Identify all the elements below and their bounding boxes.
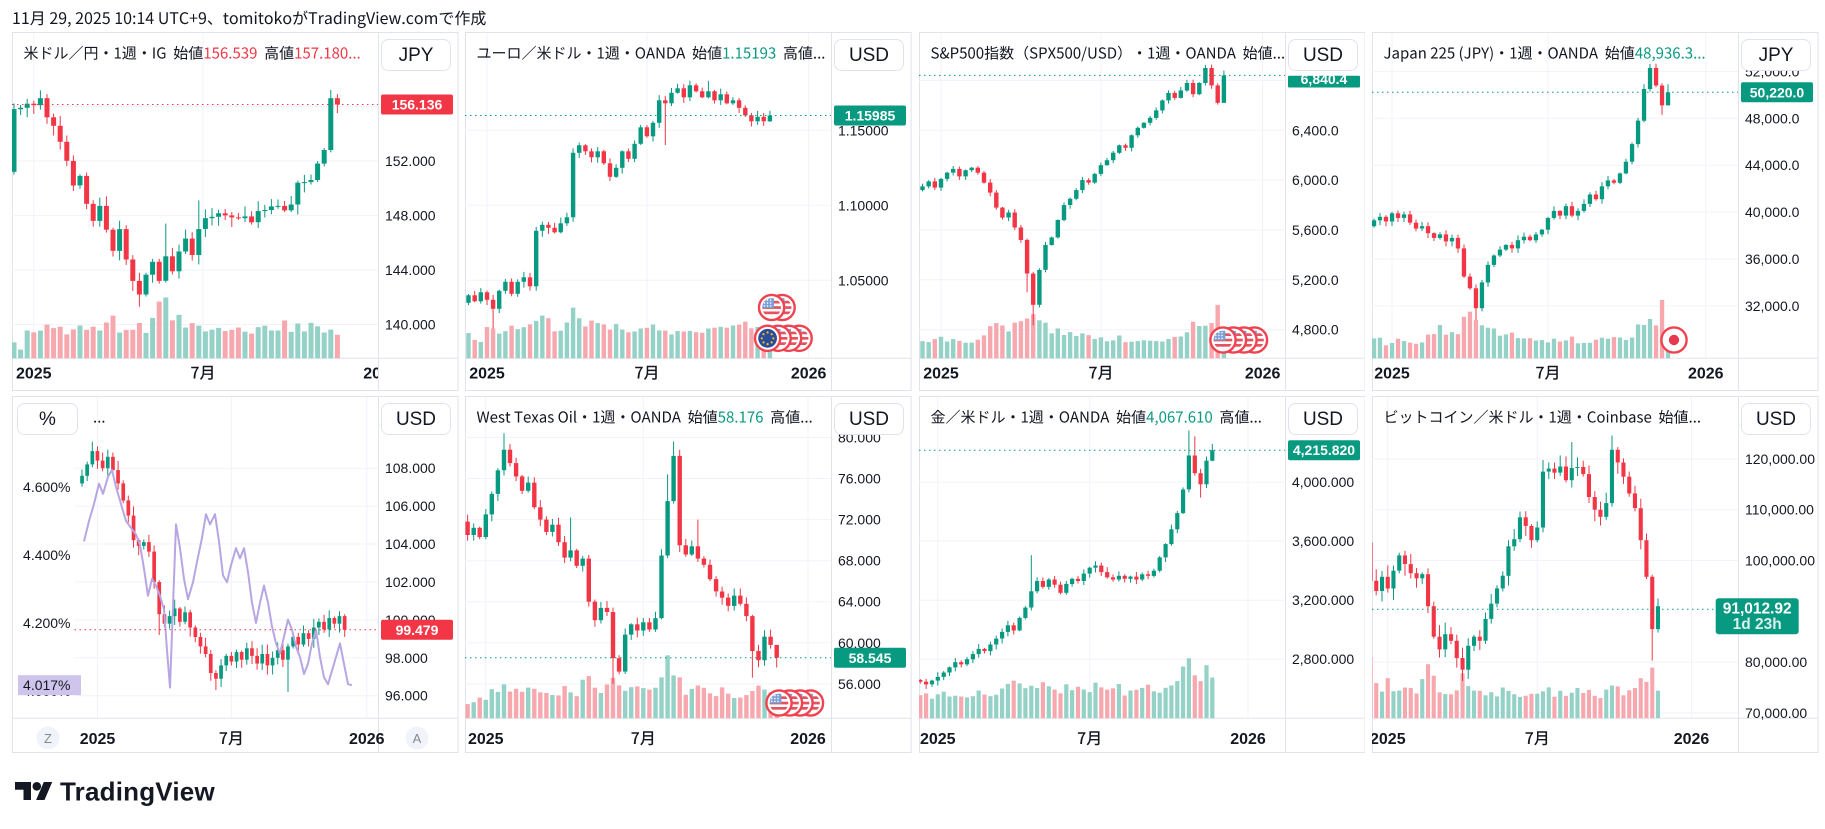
svg-text:98.000: 98.000 xyxy=(385,650,428,666)
svg-text:2026: 2026 xyxy=(791,731,827,748)
svg-text:2026: 2026 xyxy=(1688,365,1724,382)
svg-text:4.017%: 4.017% xyxy=(23,677,70,693)
svg-text:2026: 2026 xyxy=(349,731,385,748)
svg-text:104.000: 104.000 xyxy=(385,536,436,552)
svg-text:5,200.0: 5,200.0 xyxy=(1292,272,1339,288)
svg-text:110,000.00: 110,000.00 xyxy=(1745,502,1814,518)
svg-text:64.000: 64.000 xyxy=(838,594,881,610)
svg-text:152.000: 152.000 xyxy=(385,153,436,169)
svg-text:TradingView: TradingView xyxy=(60,779,215,807)
svg-text:120,000.00: 120,000.00 xyxy=(1745,451,1815,467)
svg-text:91,012.92: 91,012.92 xyxy=(1723,601,1792,618)
svg-text:2025: 2025 xyxy=(468,731,504,748)
svg-text:A: A xyxy=(413,731,422,746)
svg-text:USD: USD xyxy=(1756,409,1796,430)
svg-text:3,200.000: 3,200.000 xyxy=(1292,592,1354,608)
svg-text:%: % xyxy=(39,409,56,430)
svg-text:Z: Z xyxy=(44,731,52,746)
svg-text:68.000: 68.000 xyxy=(838,553,881,569)
svg-text:2,800.000: 2,800.000 xyxy=(1292,651,1354,667)
svg-text:1.15000: 1.15000 xyxy=(838,122,889,138)
svg-text:140.000: 140.000 xyxy=(385,316,436,332)
svg-text:56.000: 56.000 xyxy=(838,676,881,692)
svg-text:6,000.0: 6,000.0 xyxy=(1292,172,1339,188)
svg-text:1.05000: 1.05000 xyxy=(838,272,889,288)
svg-text:2025: 2025 xyxy=(923,365,959,382)
svg-text:76.000: 76.000 xyxy=(838,471,881,487)
svg-text:96.000: 96.000 xyxy=(385,688,428,704)
svg-text:1d 23h: 1d 23h xyxy=(1733,616,1782,633)
svg-text:USD: USD xyxy=(396,409,436,430)
svg-text:156.136: 156.136 xyxy=(392,97,443,113)
svg-text:4,000.000: 4,000.000 xyxy=(1292,474,1354,490)
svg-text:99.479: 99.479 xyxy=(396,622,439,638)
svg-text:3,600.000: 3,600.000 xyxy=(1292,533,1354,549)
svg-text:50,220.0: 50,220.0 xyxy=(1750,84,1805,100)
svg-text:108.000: 108.000 xyxy=(385,460,436,476)
svg-text:40,000.0: 40,000.0 xyxy=(1745,204,1800,220)
svg-text:2026: 2026 xyxy=(1674,731,1710,748)
svg-text:102.000: 102.000 xyxy=(385,574,436,590)
svg-text:1.15985: 1.15985 xyxy=(845,108,896,124)
svg-text:USD: USD xyxy=(1303,409,1343,430)
svg-text:6,840.4: 6,840.4 xyxy=(1300,71,1347,87)
svg-text:32,000.0: 32,000.0 xyxy=(1745,298,1800,314)
svg-text:36,000.0: 36,000.0 xyxy=(1745,251,1800,267)
svg-text:144.000: 144.000 xyxy=(385,262,436,278)
svg-text:4.400%: 4.400% xyxy=(23,547,70,563)
svg-text:4,800.0: 4,800.0 xyxy=(1292,322,1339,338)
svg-text:6,400.0: 6,400.0 xyxy=(1292,122,1339,138)
svg-text:100,000.00: 100,000.00 xyxy=(1745,553,1815,569)
svg-text:2025: 2025 xyxy=(920,731,956,748)
svg-text:1.10000: 1.10000 xyxy=(838,197,889,213)
svg-text:60.000: 60.000 xyxy=(838,635,881,651)
svg-text:USD: USD xyxy=(1303,45,1343,66)
svg-text:JPY: JPY xyxy=(399,45,434,66)
svg-text:48,000.0: 48,000.0 xyxy=(1745,110,1800,126)
svg-text:4.600%: 4.600% xyxy=(23,479,70,495)
svg-text:USD: USD xyxy=(849,409,889,430)
svg-text:5,600.0: 5,600.0 xyxy=(1292,222,1339,238)
svg-text:58.545: 58.545 xyxy=(849,650,892,666)
svg-text:44,000.0: 44,000.0 xyxy=(1745,157,1800,173)
svg-text:80,000.00: 80,000.00 xyxy=(1745,654,1807,670)
svg-text:70,000.00: 70,000.00 xyxy=(1745,705,1807,721)
svg-text:4.200%: 4.200% xyxy=(23,615,70,631)
svg-text:2025: 2025 xyxy=(1374,365,1410,382)
svg-text:4,215.820: 4,215.820 xyxy=(1293,442,1355,458)
svg-text:148.000: 148.000 xyxy=(385,207,436,223)
svg-text:72.000: 72.000 xyxy=(838,512,881,528)
svg-text:2026: 2026 xyxy=(791,365,827,382)
svg-text:JPY: JPY xyxy=(1759,45,1794,66)
svg-text:USD: USD xyxy=(849,45,889,66)
svg-text:2025: 2025 xyxy=(80,731,116,748)
svg-text:2025: 2025 xyxy=(16,365,52,382)
svg-text:2026: 2026 xyxy=(1245,365,1281,382)
svg-text:2025: 2025 xyxy=(1372,731,1406,748)
svg-text:106.000: 106.000 xyxy=(385,498,436,514)
svg-text:2025: 2025 xyxy=(470,365,506,382)
svg-text:2026: 2026 xyxy=(363,365,399,382)
svg-text:2026: 2026 xyxy=(1230,731,1266,748)
